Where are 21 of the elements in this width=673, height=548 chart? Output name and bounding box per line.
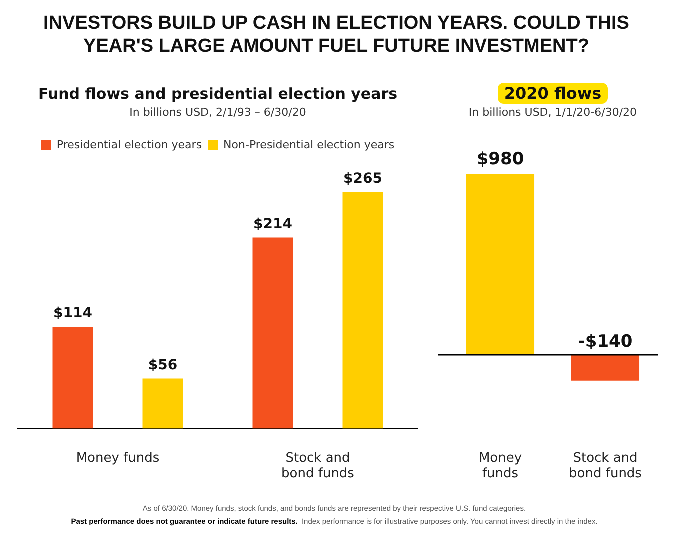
legend-label: Presidential election years	[56, 138, 202, 152]
chart-title: 2020 flows	[498, 83, 608, 104]
x-tick-label: Money funds	[478, 450, 522, 482]
bar	[342, 192, 384, 429]
chart-subtitle: In billions USD, 2/1/93 – 6/30/20	[128, 106, 308, 121]
x-tick-label: Stock and bond funds	[282, 450, 355, 482]
legend-label: Non-Presidential election years	[224, 138, 395, 152]
text: INVESTORS BUILD UP CASH IN ELECTION YEARS. COULD THIS YEAR'S LARGE AMOUNT FUEL FUTURE INVESTMENT?	[42, 12, 630, 59]
chart-subtitle: In billions USD, 1/1/20-6/30/20	[468, 106, 638, 121]
data-label: $114	[54, 306, 93, 322]
data-label: $265	[344, 170, 382, 187]
x-tick-label: Stock and bond funds	[569, 450, 642, 482]
data-label: $980	[476, 149, 524, 170]
x-tick-label: Money funds	[76, 450, 160, 466]
bar	[252, 238, 294, 429]
bar	[52, 327, 94, 429]
bar	[142, 378, 184, 429]
chart-title: Fund flows and presidential election years	[38, 85, 398, 103]
data-label: $56	[148, 357, 178, 374]
data-label: -$140	[578, 332, 633, 352]
data-label: $214	[254, 216, 293, 232]
